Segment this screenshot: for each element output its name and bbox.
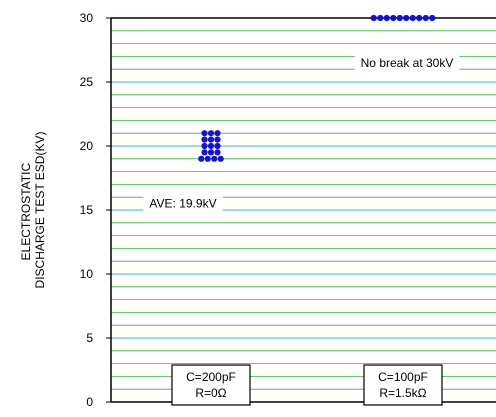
annotation-label: No break at 30kV (361, 56, 454, 70)
y-tick-label: 0 (86, 395, 93, 409)
data-point (390, 14, 397, 22)
y-tick-label: 25 (80, 75, 94, 89)
y-tick-label: 10 (80, 267, 94, 281)
grid (111, 30, 496, 390)
data-point (416, 14, 423, 22)
y-axis-label-line-1: ELECTROSTATIC (19, 163, 33, 261)
y-tick-label: 20 (80, 139, 94, 153)
data-point (370, 14, 377, 22)
data-point (198, 155, 205, 162)
data-point (429, 14, 436, 22)
data-point (211, 155, 218, 162)
y-tick-label: 30 (80, 11, 94, 25)
condition-box (363, 364, 443, 406)
data-point (403, 14, 410, 22)
annotation-background (354, 53, 460, 72)
annotations: AVE: 19.9kV No break at 30kV (143, 53, 460, 213)
condition-label-line: C=200pF (186, 370, 236, 384)
condition-box (171, 364, 251, 406)
data-point (422, 14, 429, 22)
data-point (214, 130, 221, 137)
data-point (201, 130, 208, 137)
data-point (214, 142, 221, 150)
y-ticks: 0 5 10 15 20 25 30 (80, 11, 111, 409)
data-point (207, 142, 215, 150)
y-tick-label: 5 (86, 331, 93, 345)
data-point (207, 130, 215, 137)
data-point (207, 136, 215, 143)
data-point (383, 14, 390, 22)
data-point (377, 14, 384, 22)
data-point (201, 136, 208, 143)
annotation-background (143, 194, 223, 213)
y-axis-label-line-2: DISCHARGE TEST ESD(KV) (33, 132, 47, 289)
data-points (198, 14, 436, 162)
data-point (409, 14, 416, 22)
y-axis-label: ELECTROSTATIC DISCHARGE TEST ESD(KV) (19, 132, 47, 289)
data-point (201, 142, 208, 150)
data-point (201, 149, 208, 156)
condition-label-line: C=100pF (378, 370, 428, 384)
data-point (214, 149, 221, 156)
data-point (204, 155, 211, 162)
condition-label-line: R=1.5kΩ (379, 386, 426, 400)
data-point (214, 136, 221, 143)
data-point (217, 155, 224, 162)
data-point (396, 14, 403, 22)
condition-labels: C=200pF R=0Ω C=100pF R=1.5kΩ (171, 364, 443, 406)
annotation-label: AVE: 19.9kV (149, 197, 216, 211)
y-tick-label: 15 (80, 203, 94, 217)
condition-label-line: R=0Ω (195, 386, 226, 400)
data-point (207, 149, 215, 156)
